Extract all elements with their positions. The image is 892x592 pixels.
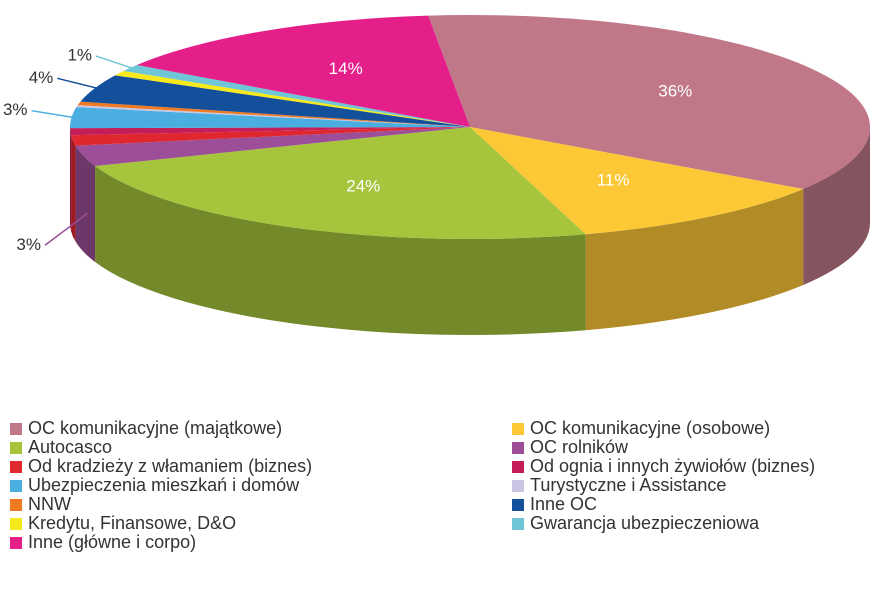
legend-swatch <box>512 423 524 435</box>
legend-label: Inne (główne i corpo) <box>28 532 196 552</box>
legend-label: Autocasco <box>28 437 112 457</box>
legend-swatch <box>10 518 22 530</box>
leader-line <box>95 55 134 70</box>
slice-side <box>95 166 586 335</box>
legend-label: Od ognia i innych żywiołów (biznes) <box>530 456 815 476</box>
data-label: 36% <box>658 82 692 101</box>
slice <box>470 127 804 235</box>
slice <box>80 75 470 127</box>
legend-swatch <box>10 423 22 435</box>
legend-label: Kredytu, Finansowe, D&O <box>28 513 236 533</box>
slice-side <box>75 145 96 263</box>
slice <box>123 65 470 127</box>
legend-swatch <box>10 442 22 454</box>
slice <box>71 127 470 146</box>
data-label: 3% <box>3 100 28 119</box>
slice-side <box>803 127 870 285</box>
data-label: 4% <box>29 68 54 87</box>
slice <box>76 105 471 127</box>
legend-swatch <box>10 537 22 549</box>
legend-swatch <box>512 461 524 473</box>
legend-label: Gwarancja ubezpieczeniowa <box>530 513 760 533</box>
legend-swatch <box>10 461 22 473</box>
data-label: 3% <box>16 235 41 254</box>
legend-label: Turystyczne i Assistance <box>530 475 726 495</box>
legend-label: OC komunikacyjne (osobowe) <box>530 418 770 438</box>
slice <box>115 71 470 127</box>
data-label: 11% <box>597 170 630 189</box>
slice <box>70 107 470 129</box>
slice <box>95 127 586 239</box>
legend-label: Inne OC <box>530 494 597 514</box>
legend-label: OC rolników <box>530 437 629 457</box>
legend-swatch <box>512 480 524 492</box>
slice-side <box>71 135 76 242</box>
leader-line <box>31 109 76 119</box>
data-label: 24% <box>346 177 380 196</box>
slice-side <box>585 188 804 331</box>
slice <box>136 15 471 127</box>
leader-line <box>57 77 99 90</box>
legend-label: Od kradzieży z włamaniem (biznes) <box>28 456 312 476</box>
slice <box>70 127 470 136</box>
legend-swatch <box>10 480 22 492</box>
legend-swatch <box>512 499 524 511</box>
slice <box>77 101 470 127</box>
slice <box>428 14 871 189</box>
slice-side <box>70 128 72 232</box>
data-label: 14% <box>329 59 363 78</box>
legend-swatch <box>512 442 524 454</box>
legend-swatch <box>512 518 524 530</box>
leader-line <box>44 212 88 246</box>
legend-label: OC komunikacyjne (majątkowe) <box>28 418 282 438</box>
legend-label: Ubezpieczenia mieszkań i domów <box>28 475 300 495</box>
data-label: 1% <box>67 46 92 65</box>
legend-swatch <box>10 499 22 511</box>
legend-label: NNW <box>28 494 71 514</box>
slice <box>75 127 470 167</box>
